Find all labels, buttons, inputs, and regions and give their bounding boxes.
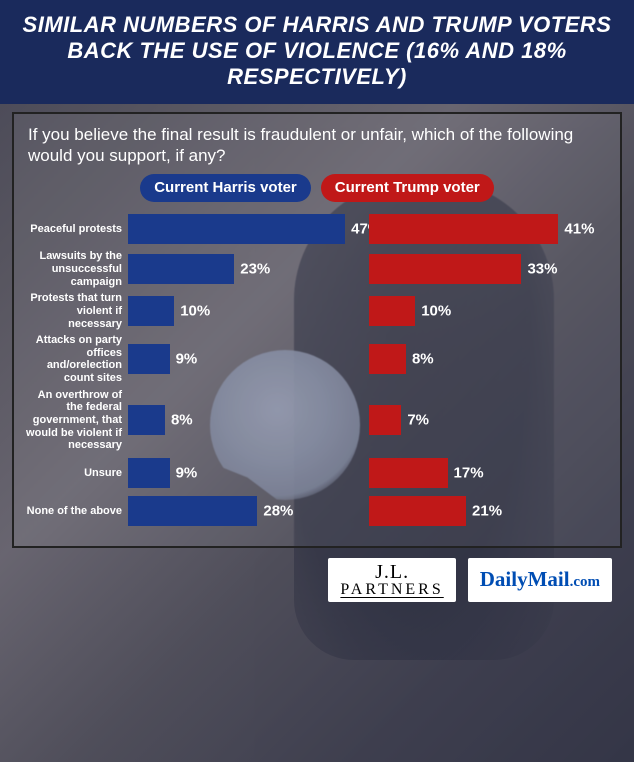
row-label: Protests that turn violent if necessary	[22, 292, 128, 330]
bar-col-harris: 28%	[128, 494, 369, 528]
dm-mail: Mail	[528, 567, 570, 591]
row-label: An overthrow of the federal government, …	[22, 389, 128, 452]
chart-row: An overthrow of the federal government, …	[22, 389, 612, 452]
bar-col-trump: 33%	[369, 252, 610, 286]
bar-value-trump: 7%	[407, 412, 429, 429]
dailymail-badge: DailyMail.com	[468, 558, 612, 602]
chart-container: If you believe the final result is fraud…	[12, 112, 622, 548]
row-label: Unsure	[22, 467, 128, 480]
row-label: Peaceful protests	[22, 223, 128, 236]
bar-harris	[128, 344, 170, 374]
bar-col-harris: 10%	[128, 294, 369, 328]
bar-trump	[369, 344, 406, 374]
bar-value-trump: 41%	[564, 221, 594, 238]
row-label: Lawsuits by the unsuccessful campaign	[22, 250, 128, 288]
bar-value-harris: 23%	[240, 261, 270, 278]
row-label: None of the above	[22, 505, 128, 518]
bar-col-harris: 23%	[128, 252, 369, 286]
jl-partners-badge: J.L. PARTNERS	[328, 558, 455, 602]
chart-row: Protests that turn violent if necessary 1…	[22, 292, 612, 330]
jl-bottom: PARTNERS	[340, 582, 443, 597]
bar-value-trump: 8%	[412, 351, 434, 368]
row-label: Attacks on party offices and/orelection …	[22, 334, 128, 385]
chart-row: Attacks on party offices and/orelection …	[22, 334, 612, 385]
bar-value-harris: 8%	[171, 412, 193, 429]
bar-col-harris: 9%	[128, 456, 369, 490]
bar-col-trump: 21%	[369, 494, 610, 528]
legend-trump: Current Trump voter	[321, 174, 494, 202]
bar-value-harris: 9%	[176, 464, 198, 481]
chart-row: Unsure 9% 17%	[22, 456, 612, 490]
bar-trump	[369, 405, 401, 435]
bar-harris	[128, 458, 170, 488]
chart-row: None of the above 28% 21%	[22, 494, 612, 528]
legend-harris: Current Harris voter	[140, 174, 311, 202]
chart-row: Lawsuits by the unsuccessful campaign 23%…	[22, 250, 612, 288]
bar-col-trump: 8%	[369, 342, 610, 376]
bar-col-harris: 47%	[128, 212, 369, 246]
bar-value-trump: 17%	[454, 464, 484, 481]
bar-value-trump: 10%	[421, 303, 451, 320]
bar-harris	[128, 254, 234, 284]
legend: Current Harris voter Current Trump voter	[14, 174, 620, 210]
survey-question: If you believe the final result is fraud…	[14, 114, 620, 175]
headline-title: SIMILAR NUMBERS OF HARRIS AND TRUMP VOTE…	[0, 0, 634, 104]
bar-harris	[128, 496, 257, 526]
bar-trump	[369, 254, 521, 284]
bar-value-trump: 33%	[527, 261, 557, 278]
bar-col-harris: 9%	[128, 342, 369, 376]
bar-value-harris: 9%	[176, 351, 198, 368]
dm-daily: Daily	[480, 567, 528, 591]
bar-value-trump: 21%	[472, 502, 502, 519]
bar-col-trump: 41%	[369, 212, 610, 246]
bar-trump	[369, 214, 558, 244]
bar-value-harris: 28%	[263, 502, 293, 519]
dm-com: .com	[570, 574, 600, 590]
jl-top: J.L.	[340, 563, 443, 582]
bar-col-trump: 17%	[369, 456, 610, 490]
chart-rows: Peaceful protests47% 41% Lawsuits by the u…	[14, 210, 620, 546]
bar-col-trump: 7%	[369, 403, 610, 437]
credits-footer: J.L. PARTNERS DailyMail.com	[0, 548, 634, 602]
bar-value-harris: 10%	[180, 303, 210, 320]
bar-trump	[369, 458, 448, 488]
bar-col-harris: 8%	[128, 403, 369, 437]
bar-trump	[369, 496, 466, 526]
bar-harris	[128, 296, 174, 326]
bar-col-trump: 10%	[369, 294, 610, 328]
bar-harris	[128, 405, 165, 435]
bar-harris	[128, 214, 345, 244]
bar-trump	[369, 296, 415, 326]
chart-row: Peaceful protests47% 41%	[22, 212, 612, 246]
